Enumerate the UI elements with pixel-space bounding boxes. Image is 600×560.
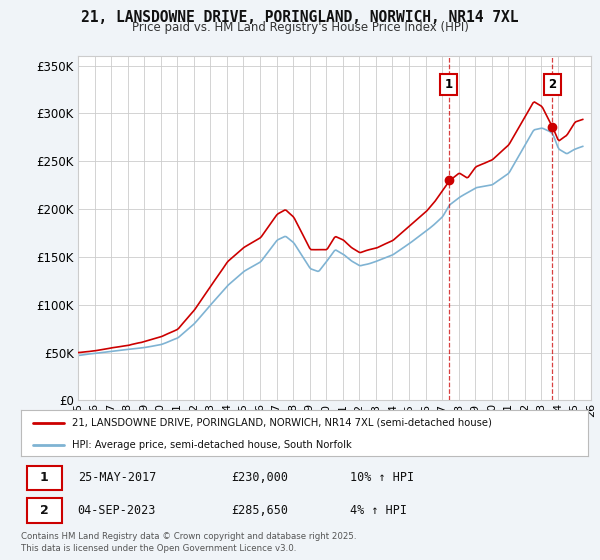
FancyBboxPatch shape: [26, 466, 62, 490]
Text: 04-SEP-2023: 04-SEP-2023: [78, 503, 156, 517]
Text: Price paid vs. HM Land Registry's House Price Index (HPI): Price paid vs. HM Land Registry's House …: [131, 21, 469, 34]
Text: 2: 2: [40, 503, 49, 517]
Text: £285,650: £285,650: [231, 503, 288, 517]
Text: 21, LANSDOWNE DRIVE, PORINGLAND, NORWICH, NR14 7XL (semi-detached house): 21, LANSDOWNE DRIVE, PORINGLAND, NORWICH…: [72, 418, 492, 428]
Text: 25-MAY-2017: 25-MAY-2017: [78, 471, 156, 484]
FancyBboxPatch shape: [26, 498, 62, 522]
Text: 4% ↑ HPI: 4% ↑ HPI: [350, 503, 407, 517]
Text: 2: 2: [548, 78, 557, 91]
Text: 1: 1: [445, 78, 453, 91]
Text: HPI: Average price, semi-detached house, South Norfolk: HPI: Average price, semi-detached house,…: [72, 440, 352, 450]
Text: 10% ↑ HPI: 10% ↑ HPI: [350, 471, 414, 484]
Text: 21, LANSDOWNE DRIVE, PORINGLAND, NORWICH, NR14 7XL: 21, LANSDOWNE DRIVE, PORINGLAND, NORWICH…: [81, 10, 519, 25]
Text: 1: 1: [40, 471, 49, 484]
Text: £230,000: £230,000: [231, 471, 288, 484]
Text: Contains HM Land Registry data © Crown copyright and database right 2025.
This d: Contains HM Land Registry data © Crown c…: [21, 532, 356, 553]
